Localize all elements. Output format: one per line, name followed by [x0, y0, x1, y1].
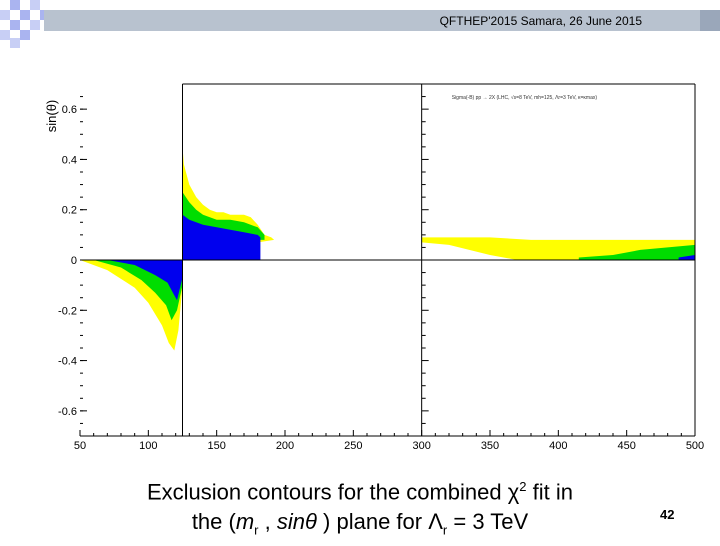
y-axis-label: sin(θ): [44, 100, 59, 133]
caption-mass-subscript: r: [254, 522, 259, 538]
x-tick-label-500: 500: [686, 440, 704, 452]
y-tick-label: 0.4: [62, 154, 77, 166]
region-green-7: [578, 244, 695, 260]
caption-line2-c: = 3 TeV: [447, 509, 529, 535]
y-tick-label: -0.6: [58, 406, 77, 418]
x-tick-label-350: 350: [481, 440, 499, 452]
chart-axes: [80, 83, 696, 437]
caption-lambda-subscript: r: [442, 522, 448, 538]
caption-line1-prefix: Exclusion contours for the combined χ: [147, 479, 520, 505]
header-bar: [44, 10, 720, 31]
region-blue-2: [107, 260, 183, 301]
caption-line2-a: the (: [191, 509, 236, 535]
inset-legend: Sigma(-B) pp → 2X (LHC, √s=8 TeV, mh=125…: [452, 94, 598, 101]
caption-sin-symbol: sinθ: [276, 509, 317, 535]
y-tick-label: 0: [71, 255, 77, 267]
y-tick-label: -0.2: [58, 305, 77, 317]
chart-ticks: 50 100 150 200 250 300 350 400 450 500 0.6 0.4 0.2 0 -…: [58, 96, 704, 452]
y-tick-label: 0.2: [62, 205, 77, 217]
region-blue-8: [678, 255, 695, 260]
exclusion-regions: [80, 146, 695, 351]
y-tick-label: -0.4: [58, 356, 77, 368]
slide-caption: Exclusion contours for the combined χ2 f…: [60, 472, 660, 546]
header-text: QFTHEP'2015 Samara, 26 June 2015: [439, 14, 642, 28]
x-tick-label-400: 400: [549, 440, 567, 452]
x-tick-label-250: 250: [344, 440, 362, 452]
y-tick-label: 0.6: [62, 104, 77, 116]
caption-mass-symbol: m: [235, 509, 255, 535]
x-tick-label-300: 300: [412, 440, 430, 452]
caption-chi-superscript: 2: [519, 479, 527, 494]
x-tick-label-100: 100: [139, 440, 157, 452]
caption-line2-sep: ,: [258, 509, 277, 535]
x-tick-label-450: 450: [617, 440, 635, 452]
exclusion-contour-chart: 50 100 150 200 250 300 350 400 450 500 0.6 0.4 0.2 0 -…: [44, 83, 704, 452]
x-tick-label-150: 150: [207, 440, 225, 452]
page-number: 42: [660, 507, 675, 522]
caption-line2-b: ) plane for Λ: [316, 509, 443, 535]
caption-line1-suffix: fit in: [526, 479, 573, 505]
header-bar-inner: [44, 10, 700, 31]
region-blue-5: [182, 214, 261, 260]
x-tick-label-50: 50: [74, 440, 86, 452]
x-tick-label-200: 200: [276, 440, 294, 452]
